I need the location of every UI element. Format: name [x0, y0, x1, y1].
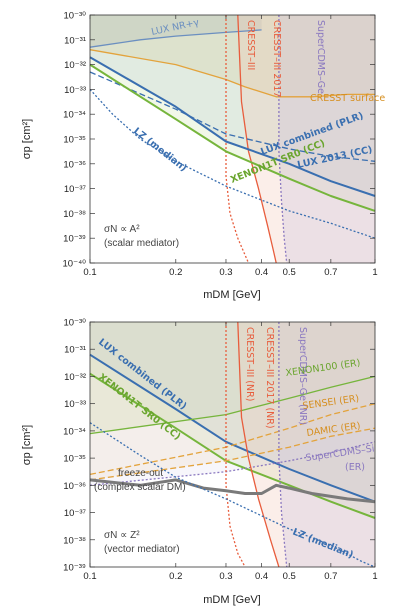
- bottom-y-tick-label: 10⁻³⁵: [63, 454, 86, 465]
- bottom-region-lux-combined-plr: [90, 322, 375, 502]
- annotation-vector-mediator: (vector mediator): [104, 544, 180, 555]
- bottom-x-axis-label: mDM [GeV]: [203, 594, 260, 606]
- top-plot: 0.1 0.2 0.3 0.4 0.5 0.7 1 10⁻⁴⁰ 10⁻³⁹ 10⁻³⁸ 10⁻³⁷ 1…: [21, 11, 385, 302]
- top-y-tick-label: 10⁻³⁰: [63, 11, 86, 22]
- bottom-plot-frame: [89, 321, 376, 568]
- top-series-cresst-surface: [89, 49, 375, 98]
- label-cresst3-bottom: CRESST–III (NR): [244, 327, 255, 401]
- top-series-lz-median: [89, 88, 376, 239]
- label-freeze-out: freeze-out: [118, 468, 163, 479]
- top-y-tick-label: 10⁻³⁸: [63, 209, 86, 220]
- bottom-y-tick-label: 10⁻³¹: [64, 345, 86, 356]
- top-y-tick-label: 10⁻³²: [64, 60, 86, 71]
- bottom-x-tick-label: 0.2: [169, 571, 182, 582]
- top-region-cresst-iii-2017: [237, 15, 375, 263]
- bottom-series-cresst-iii-2017-nr: [237, 321, 280, 568]
- label-cresst3-2017-bottom: CRESST–III 2017 (NR): [264, 327, 275, 429]
- bottom-x-tick-label: 0.1: [83, 571, 96, 582]
- bottom-series-xenon1t-sr0-cc: [89, 372, 376, 519]
- label-cresst3-2017: CRESST–III 2017: [271, 20, 282, 97]
- bottom-x-tick-label: 0.4: [255, 571, 268, 582]
- label-lz: LZ (median): [131, 126, 189, 174]
- label-supercdms-si-er: (ER): [345, 462, 365, 473]
- top-x-tick-label: 0.1: [83, 267, 96, 278]
- bottom-y-tick-label: 10⁻³⁰: [63, 318, 86, 329]
- bottom-x-tick-label: 0.7: [324, 571, 337, 582]
- annotation-sigma-z2: σN ∝ Z²: [104, 530, 140, 541]
- label-supercdms-ge: SuperCDMS–Ge: [315, 20, 326, 94]
- bottom-y-axis-label: σp [cm²]: [21, 425, 33, 465]
- top-x-tick-label: 0.2: [169, 267, 182, 278]
- bottom-x-tick-label: 0.5: [283, 571, 296, 582]
- bottom-series-supercdms-si-er: [89, 441, 376, 486]
- top-y-tick-label: 10⁻³³: [64, 85, 86, 96]
- bottom-y-tick-label: 10⁻³³: [64, 399, 86, 410]
- bottom-region-supercdms-si-er: [90, 322, 375, 486]
- label-cresst3: CRESST–III: [245, 20, 256, 70]
- bottom-y-tick-label: 10⁻³⁸: [63, 535, 86, 546]
- label-supercdms-ge-bottom: SuperCDMS–Ge (NR): [297, 327, 308, 425]
- top-x-tick-label: 0.4: [255, 267, 268, 278]
- label-cresst-surface: CRESST surface: [310, 93, 385, 104]
- bottom-y-tick-label: 10⁻³⁴: [63, 426, 86, 437]
- top-x-tick-label: 0.5: [283, 267, 296, 278]
- top-series-xenon1t-sr0-cc: [89, 63, 376, 212]
- top-y-axis-label: σp [cm²]: [21, 119, 33, 159]
- bottom-y-tick-label: 10⁻³⁶: [63, 481, 86, 492]
- annotation-sigma-a2: σN ∝ A²: [104, 224, 140, 235]
- top-y-tick-label: 10⁻³¹: [64, 35, 86, 46]
- top-y-tick-label: 10⁻⁴⁰: [63, 259, 87, 270]
- bottom-region-supercdms-ge-nr: [278, 322, 375, 567]
- bottom-y-tick-label: 10⁻³²: [64, 372, 86, 383]
- top-y-tick-label: 10⁻³⁶: [63, 159, 86, 170]
- top-x-axis-label: mDM [GeV]: [203, 289, 260, 301]
- top-y-tick-label: 10⁻³⁴: [63, 110, 86, 121]
- top-series-lux-combined-plr: [89, 56, 376, 197]
- bottom-region-xenon100-er: [90, 322, 375, 434]
- top-region-xenon1t-sr0-cc: [90, 15, 375, 211]
- bottom-series-lux-combined-plr: [89, 353, 376, 503]
- bottom-region-xenon1t-sr0-cc: [90, 322, 375, 518]
- bottom-series-freeze-out-complex-scalar-dm: [89, 478, 376, 504]
- bottom-series-xenon100-er: [89, 375, 376, 435]
- bottom-x-tick-label: 1: [372, 571, 377, 582]
- bottom-plot: 0.1 0.2 0.3 0.4 0.5 0.7 1 10⁻³⁹ 10⁻³⁸ 10⁻³⁷ 10⁻³⁶ 1…: [21, 318, 378, 607]
- bottom-series-supercdms-ge-nr: [278, 322, 288, 568]
- bottom-series-lz-median: [89, 422, 376, 568]
- bottom-series-cresst-iii-nr: [225, 322, 246, 568]
- bottom-y-tick-label: 10⁻³⁹: [63, 563, 86, 574]
- top-y-tick-label: 10⁻³⁷: [64, 184, 87, 195]
- label-complex-scalar: (complex scalar DM): [94, 482, 186, 493]
- top-x-tick-label: 1: [372, 267, 377, 278]
- top-series-cresst-iii-2017: [237, 14, 277, 264]
- bottom-series-damic-er: [89, 427, 376, 481]
- bottom-y-tick-label: 10⁻³⁷: [64, 508, 87, 519]
- top-region-supercdms-ge: [278, 15, 375, 263]
- top-region-lux-nr: [90, 15, 262, 48]
- top-region-cresst-surface: [90, 15, 375, 97]
- bottom-x-tick-label: 0.3: [219, 571, 232, 582]
- top-series-lux-2013-cc: [89, 71, 376, 162]
- top-series-cresst-iii: [225, 15, 250, 264]
- top-y-tick-label: 10⁻³⁹: [63, 234, 86, 245]
- top-x-tick-label: 0.3: [219, 267, 232, 278]
- annotation-scalar-mediator: (scalar mediator): [104, 238, 179, 249]
- bottom-series-sensei-er: [89, 403, 376, 476]
- bottom-region-damic-er: [90, 322, 375, 480]
- top-x-tick-label: 0.7: [324, 267, 337, 278]
- top-y-tick-label: 10⁻³⁵: [63, 135, 86, 146]
- top-region-lux-combined-plr: [90, 15, 375, 196]
